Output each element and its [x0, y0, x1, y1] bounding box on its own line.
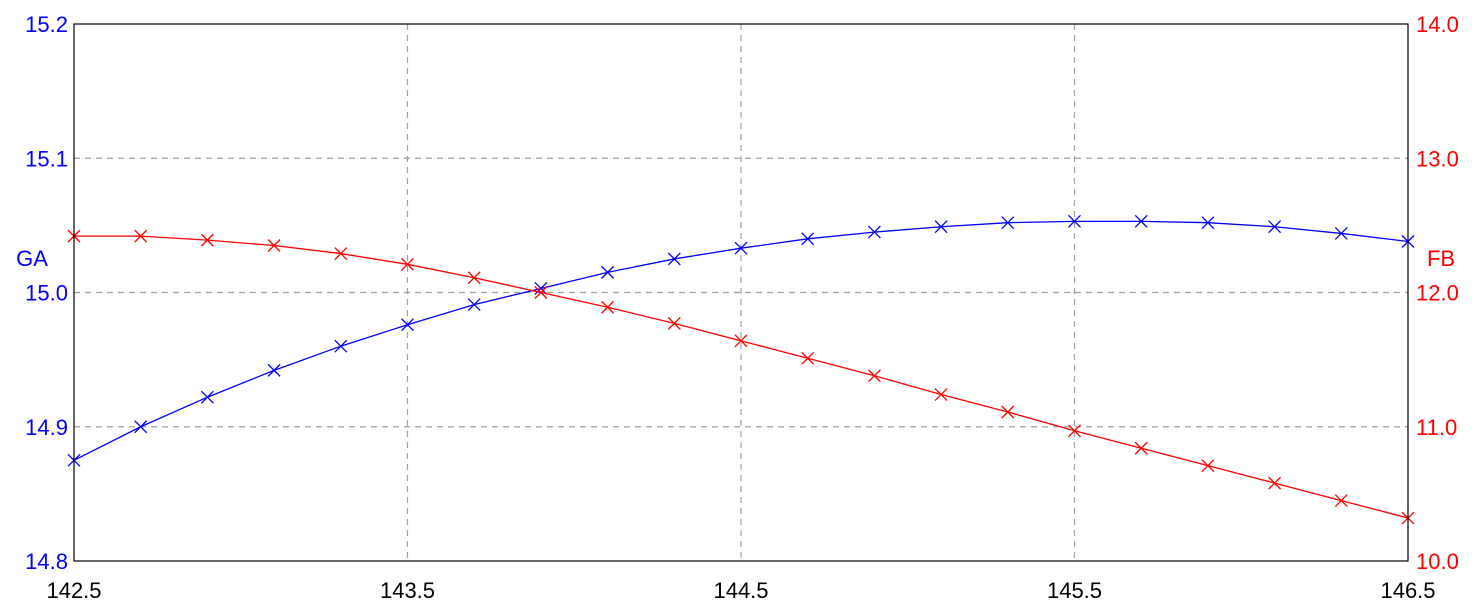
x-tick-label: 145.5	[1047, 578, 1102, 603]
fb-data-point	[1268, 476, 1282, 490]
fb-data-point	[467, 271, 481, 285]
ga-data-point	[1334, 226, 1348, 240]
fb-data-point	[534, 286, 548, 299]
left-y-tick-label: 15.1	[25, 146, 68, 171]
left-y-tick-label: 15.2	[25, 12, 68, 37]
fb-data-point	[734, 334, 748, 348]
right-y-tick-label: 12.0	[1416, 281, 1459, 306]
ga-data-point	[134, 420, 148, 434]
x-tick-label: 146.5	[1380, 578, 1435, 603]
ga-data-point	[334, 339, 348, 353]
fb-data-point	[801, 351, 815, 365]
right-y-tick-label: 13.0	[1416, 146, 1459, 171]
ga-data-point	[867, 225, 881, 239]
fb-data-point	[1334, 494, 1348, 508]
fb-data-point	[134, 229, 148, 243]
right-axis-tick-labels: 10.0 11.0 12.0 13.0 14.0	[1416, 12, 1459, 574]
ga-data-point	[534, 282, 548, 295]
left-y-tick-label: 14.8	[25, 549, 68, 574]
ga-data-point	[401, 318, 414, 332]
right-y-tick-label: 11.0	[1416, 415, 1457, 440]
x-tick-label: 142.5	[46, 578, 101, 603]
right-y-tick-label: 14.0	[1416, 12, 1459, 37]
ga-data-point	[667, 252, 681, 266]
plot-area-frame	[73, 23, 1409, 562]
left-y-tick-label: 15.0	[25, 281, 68, 306]
ga-data-point	[601, 265, 615, 279]
ga-data-point	[200, 390, 214, 404]
grid-lines	[74, 24, 1408, 561]
ga-data-point	[1001, 216, 1015, 230]
fb-data-point	[601, 300, 615, 314]
fb-data-point	[867, 369, 881, 383]
left-axis-title: GA	[16, 246, 48, 271]
right-y-tick-label: 10.0	[1416, 549, 1459, 574]
ga-data-point	[267, 363, 281, 377]
fb-data-point	[334, 247, 348, 261]
x-tick-label: 143.5	[380, 578, 435, 603]
fb-data-point	[1201, 459, 1215, 473]
right-axis-title: FB	[1427, 246, 1455, 271]
left-axis-tick-labels: 14.8 14.9 15.0 15.1 15.2	[25, 12, 68, 574]
fb-data-point	[200, 233, 214, 247]
series-layer	[67, 214, 1415, 525]
fb-data-point	[401, 257, 414, 271]
left-y-tick-label: 14.9	[25, 415, 68, 440]
fb-data-point	[1134, 441, 1148, 455]
fb-data-point	[1001, 405, 1015, 419]
ga-data-point	[1201, 216, 1215, 230]
fb-data-point	[267, 239, 281, 252]
fb-data-point	[1068, 424, 1081, 438]
ga-data-point	[1068, 214, 1081, 228]
ga-data-point	[1268, 220, 1282, 234]
ga-data-point	[934, 220, 948, 234]
x-axis-tick-labels: 142.5 143.5 144.5 145.5 146.5	[46, 578, 1435, 603]
ga-data-point	[1134, 214, 1148, 228]
ga-data-point	[801, 232, 815, 246]
fb-data-point	[667, 316, 681, 330]
ga-data-point	[734, 241, 748, 255]
ga-data-point	[467, 298, 481, 312]
fb-data-point	[934, 388, 948, 401]
x-tick-label: 144.5	[713, 578, 768, 603]
